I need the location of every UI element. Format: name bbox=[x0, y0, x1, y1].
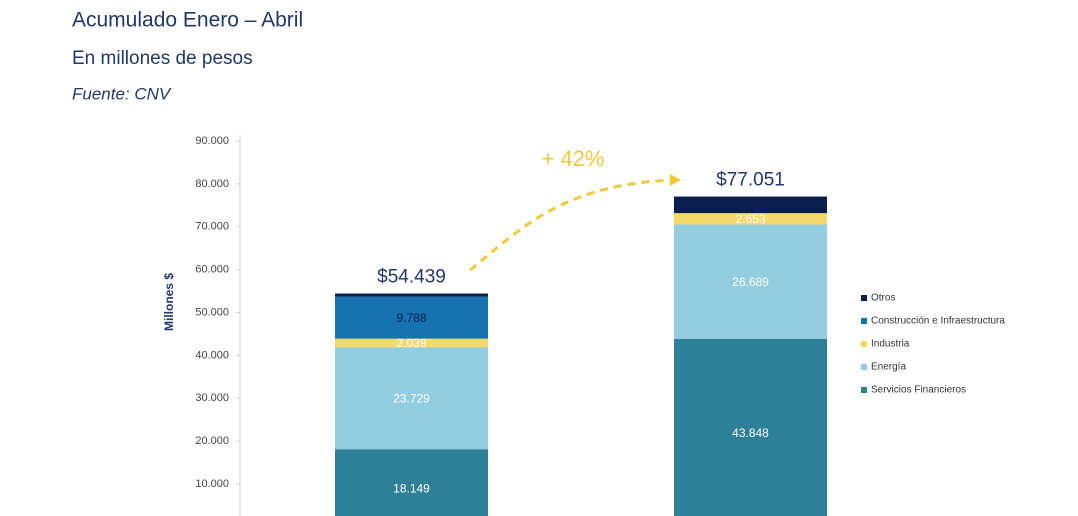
y-tick-label: 60.000 bbox=[195, 264, 229, 276]
y-tick-label: 90.000 bbox=[195, 135, 229, 147]
legend-label: Energía bbox=[871, 362, 906, 373]
y-tick-label: 30.000 bbox=[195, 392, 229, 404]
data-label: 43.848 bbox=[732, 426, 769, 440]
growth-arrow bbox=[469, 178, 673, 272]
legend-label: Otros bbox=[871, 293, 895, 304]
data-label: 2.039 bbox=[396, 336, 426, 350]
annotation: + 42% bbox=[542, 146, 605, 171]
legend-swatch bbox=[861, 364, 867, 370]
title: Acumulado Enero – Abril bbox=[72, 9, 303, 32]
bar-segment bbox=[335, 347, 488, 450]
legend-label: Industria bbox=[871, 339, 910, 350]
data-label: 26.689 bbox=[732, 275, 769, 289]
source: Fuente: CNV bbox=[72, 84, 172, 103]
bar-segment bbox=[335, 296, 488, 339]
y-tick-label: 50.000 bbox=[195, 306, 229, 318]
legend-swatch bbox=[861, 295, 867, 301]
total-label: $77.051 bbox=[716, 170, 785, 191]
legend-label: Servicios Financieros bbox=[871, 385, 966, 396]
bar-segment bbox=[335, 338, 488, 348]
arrow-head bbox=[670, 174, 681, 186]
y-tick-label: 10.000 bbox=[195, 478, 229, 490]
y-tick-label: 80.000 bbox=[195, 178, 229, 190]
bar-segment bbox=[674, 338, 827, 516]
bar-segment bbox=[335, 293, 488, 297]
total-label: $54.439 bbox=[377, 267, 446, 288]
legend-swatch bbox=[861, 387, 867, 393]
data-label: 2.653 bbox=[735, 212, 765, 226]
bar-segment bbox=[674, 213, 827, 225]
data-label: 23.729 bbox=[393, 391, 430, 405]
legend-swatch bbox=[861, 318, 867, 324]
data-label: 18.149 bbox=[393, 481, 430, 495]
data-label: 9.788 bbox=[396, 311, 426, 325]
y-axis-label: Millones $ bbox=[162, 273, 176, 331]
legend-swatch bbox=[861, 341, 867, 347]
bar-segment bbox=[674, 196, 827, 214]
y-tick-label: 40.000 bbox=[195, 349, 229, 361]
y-tick-label: 20.000 bbox=[195, 435, 229, 447]
bar-segment bbox=[674, 224, 827, 339]
bar-segment bbox=[335, 449, 488, 516]
legend-label: Construcción e Infraestructura bbox=[871, 316, 1005, 327]
subtitle: En millones de pesos bbox=[72, 48, 253, 69]
y-tick-label: 70.000 bbox=[195, 221, 229, 233]
